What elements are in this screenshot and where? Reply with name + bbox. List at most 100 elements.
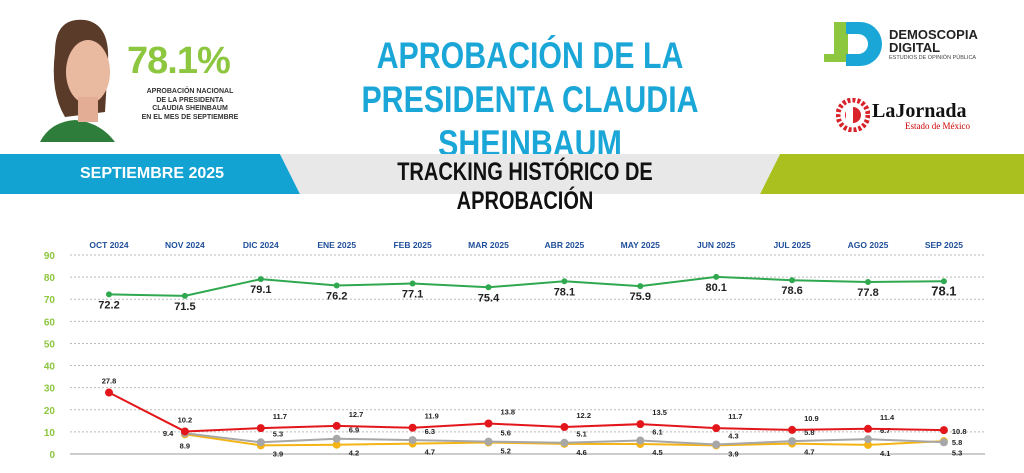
data-point-gray [636, 436, 645, 445]
data-label-gray: 5.3 [273, 429, 283, 438]
data-label-approval: 80.1 [705, 282, 726, 294]
data-label-yellow: 4.7 [425, 448, 435, 457]
data-point-disapproval [864, 424, 872, 433]
data-point-approval [181, 292, 188, 299]
y-tick-label: 50 [44, 339, 56, 350]
data-label-yellow: 5.8 [952, 438, 962, 447]
data-label-approval: 79.1 [250, 284, 271, 296]
data-label-disapproval: 11.7 [728, 412, 742, 421]
y-tick-label: 80 [44, 273, 56, 284]
data-point-gray [939, 438, 948, 447]
banner-green [760, 154, 1024, 194]
data-label-approval: 75.4 [478, 292, 500, 304]
headline-approval-value: 78.1% [127, 40, 231, 82]
x-tick-label: DIC 2024 [243, 240, 279, 250]
data-point-disapproval [560, 423, 569, 432]
data-point-disapproval [256, 424, 265, 433]
data-label-approval: 77.1 [402, 289, 423, 301]
caption-line: EN EL MES DE SEPTIEMBRE [141, 113, 239, 121]
headline-caption: APROBACIÓN NACIONAL DE LA PRESIDENTA CLA… [128, 88, 252, 122]
data-point-approval [333, 282, 340, 289]
x-tick-label: MAR 2025 [468, 240, 509, 250]
data-point-gray [484, 437, 493, 446]
data-label-approval: 77.8 [857, 287, 878, 299]
data-label-gray: 9.4 [163, 429, 174, 438]
x-tick-label: AGO 2025 [848, 240, 889, 250]
data-point-gray [560, 438, 569, 447]
data-point-disapproval [105, 388, 113, 397]
x-tick-label: JUL 2025 [774, 240, 811, 250]
data-label-disapproval: 11.4 [880, 413, 895, 422]
caption-line: CLAUDIA SHEINBAUM [152, 105, 228, 112]
y-tick-label: 90 [44, 251, 56, 262]
title-line-1: APROBACIÓN DE LA [376, 35, 684, 76]
logo-name-2: DIGITAL [889, 40, 941, 55]
demoscopia-logo-icon [824, 22, 882, 66]
data-point-approval [409, 280, 416, 287]
data-point-gray [332, 434, 341, 443]
data-label-yellow: 4.1 [880, 449, 890, 458]
data-point-approval [789, 277, 796, 284]
data-point-disapproval [332, 421, 341, 430]
data-label-gray: 4.3 [728, 431, 738, 440]
data-label-gray: 5.1 [576, 430, 586, 439]
data-label-approval: 71.5 [174, 301, 195, 313]
series-line-approval [108, 275, 944, 297]
caption-line: APROBACIÓN NACIONAL [146, 88, 234, 95]
data-label-disapproval: 10.8 [952, 427, 967, 436]
y-tick-label: 40 [44, 362, 56, 373]
data-label-approval: 78.6 [781, 285, 802, 297]
x-tick-label: MAY 2025 [621, 240, 660, 250]
data-label-approval: 72.2 [98, 299, 119, 311]
demoscopia-tagline: ESTUDIOS DE OPINIÓN PÚBLICA [889, 55, 977, 61]
data-label-gray: 5.3 [952, 448, 962, 457]
data-label-yellow: 4.7 [804, 448, 814, 457]
data-point-gray [408, 436, 417, 445]
data-label-yellow: 3.9 [728, 449, 738, 458]
data-label-approval: 78.1 [931, 283, 956, 298]
data-point-approval [106, 291, 112, 298]
data-point-disapproval [788, 425, 797, 434]
data-point-gray [712, 440, 721, 449]
x-tick-label: ENE 2025 [317, 240, 356, 250]
data-label-yellow: 8.9 [180, 441, 190, 450]
data-label-yellow: 5.2 [501, 447, 511, 456]
y-tick-label: 20 [44, 406, 56, 417]
banner-gray [280, 154, 780, 194]
data-point-approval [940, 278, 947, 285]
data-label-gray: 6.9 [349, 426, 359, 435]
y-tick-label: 0 [49, 450, 55, 461]
x-tick-label: NOV 2024 [165, 240, 205, 250]
data-point-approval [865, 278, 871, 285]
data-label-yellow: 4.2 [349, 449, 359, 458]
data-label-gray: 6.7 [880, 426, 890, 435]
logo-name: DEMOSCOPIA [889, 27, 978, 42]
data-label-gray: 5.6 [501, 429, 511, 438]
data-point-gray [788, 437, 797, 446]
data-label-gray: 5.8 [804, 428, 814, 437]
banner-period: SEPTIEMBRE 2025 [80, 165, 225, 182]
data-label-disapproval: 13.8 [501, 407, 516, 416]
x-tick-label: JUN 2025 [697, 240, 736, 250]
y-tick-label: 70 [44, 295, 56, 306]
data-label-approval: 75.9 [630, 291, 651, 303]
data-label-yellow: 4.5 [652, 448, 662, 457]
data-label-disapproval: 11.7 [273, 412, 287, 421]
data-label-gray: 6.1 [652, 428, 662, 437]
x-tick-label: SEP 2025 [925, 240, 963, 250]
lajornada-logo-text: LaJornada [872, 100, 967, 122]
data-point-approval [257, 276, 264, 283]
data-point-approval [713, 273, 720, 280]
x-tick-label: OCT 2024 [89, 240, 128, 250]
x-tick-label: ABR 2025 [545, 240, 585, 250]
data-point-disapproval [939, 426, 948, 435]
data-label-approval: 76.2 [326, 291, 347, 303]
data-point-yellow [864, 440, 872, 449]
lajornada-logo-icon [836, 98, 870, 132]
y-tick-label: 10 [44, 428, 56, 439]
data-label-disapproval: 12.2 [576, 411, 591, 420]
data-label-disapproval: 27.8 [102, 377, 117, 386]
data-point-gray [864, 435, 872, 444]
data-point-yellow [332, 440, 341, 449]
data-label-disapproval: 12.7 [349, 410, 364, 419]
